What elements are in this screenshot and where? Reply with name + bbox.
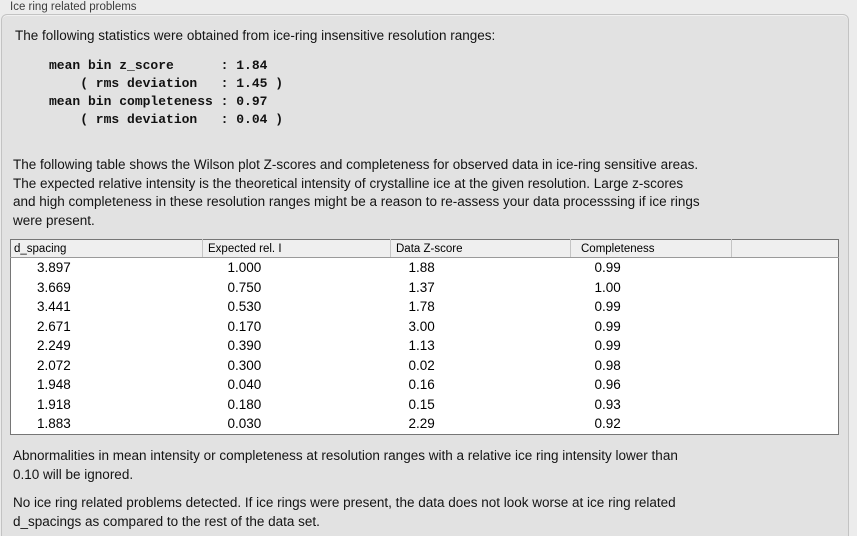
table-row[interactable]: 2.072 0.300 0.02 0.98 [11,356,839,376]
table-cell: 0.170 [227,318,262,334]
table-cell: 0.99 [594,260,621,275]
table-cell: 2.29 [408,416,435,431]
ice-ring-table: d_spacing Expected rel. I Data Z-score C… [10,239,839,435]
table-cell: 1.88 [408,260,435,275]
table-cell [732,317,839,337]
table-cell: 1.000 [227,260,262,275]
table-cell: 0.99 [594,338,621,353]
table-description-text: The following table shows the Wilson plo… [13,157,700,228]
ice-ring-table-body: 3.897 1.000 1.88 0.99 3.669 0.750 1.37 1… [11,258,839,435]
table-cell: 0.92 [594,416,621,431]
table-cell: 1.37 [408,279,435,295]
column-header-expected-rel-i[interactable]: Expected rel. I [202,239,391,258]
column-header-completeness[interactable]: Completeness [570,239,732,258]
table-cell: 2.249 [37,338,71,353]
table-cell: 0.300 [227,357,262,373]
table-cell: 0.750 [227,279,262,295]
table-cell: 1.948 [37,377,71,392]
table-cell: 0.98 [594,357,621,373]
table-row[interactable]: 3.669 0.750 1.37 1.00 [11,278,839,298]
column-header-data-z-score[interactable]: Data Z-score [390,239,571,258]
table-row[interactable]: 2.249 0.390 1.13 0.99 [11,336,839,356]
table-cell: 1.918 [37,396,71,412]
mean-bin-stats-block: mean bin z_score : 1.84 ( rms deviation … [49,58,284,127]
table-cell: 0.99 [594,318,621,334]
table-cell: 0.93 [594,396,621,412]
table-cell: 0.96 [594,377,621,392]
table-cell [732,258,839,278]
table-cell: 0.030 [227,416,262,431]
table-cell [732,356,839,376]
table-cell [732,336,839,356]
no-problems-detected-text: No ice ring related problems detected. I… [13,495,676,529]
table-row[interactable]: 1.918 0.180 0.15 0.93 [11,395,839,415]
table-cell: 2.671 [37,318,71,334]
groupbox-title: Ice ring related problems [10,1,137,13]
table-cell: 0.040 [227,377,262,392]
table-cell: 3.897 [37,260,71,275]
table-row[interactable]: 1.883 0.030 2.29 0.92 [11,414,839,434]
table-cell: 3.00 [408,318,435,334]
table-cell: 3.441 [37,299,71,314]
table-cell [732,414,839,434]
ice-ring-table-header: d_spacing Expected rel. I Data Z-score C… [10,239,839,258]
table-row[interactable]: 2.671 0.170 3.00 0.99 [11,317,839,337]
table-cell: 0.16 [408,377,435,392]
table-cell: 1.883 [37,416,71,431]
table-cell: 1.13 [408,338,435,353]
table-cell [732,297,839,317]
table-cell: 0.180 [227,396,262,412]
table-cell [732,278,839,298]
table-cell: 1.78 [408,299,435,314]
table-cell: 1.00 [594,279,621,295]
table-row[interactable]: 3.897 1.000 1.88 0.99 [11,258,839,278]
abnormalities-note-text: Abnormalities in mean intensity or compl… [13,448,678,482]
column-header-blank [731,239,839,258]
table-cell: 0.15 [408,396,435,412]
table-cell [732,395,839,415]
table-row[interactable]: 1.948 0.040 0.16 0.96 [11,375,839,395]
table-row[interactable]: 3.441 0.530 1.78 0.99 [11,297,839,317]
table-cell: 2.072 [37,357,71,373]
table-cell [732,375,839,395]
column-header-d-spacing[interactable]: d_spacing [10,239,203,258]
table-cell: 0.390 [227,338,262,353]
table-cell: 0.99 [594,299,621,314]
intro-statistics-text: The following statistics were obtained f… [15,28,496,43]
table-cell: 0.530 [227,299,262,314]
table-cell: 0.02 [408,357,435,373]
table-cell: 3.669 [37,279,71,295]
